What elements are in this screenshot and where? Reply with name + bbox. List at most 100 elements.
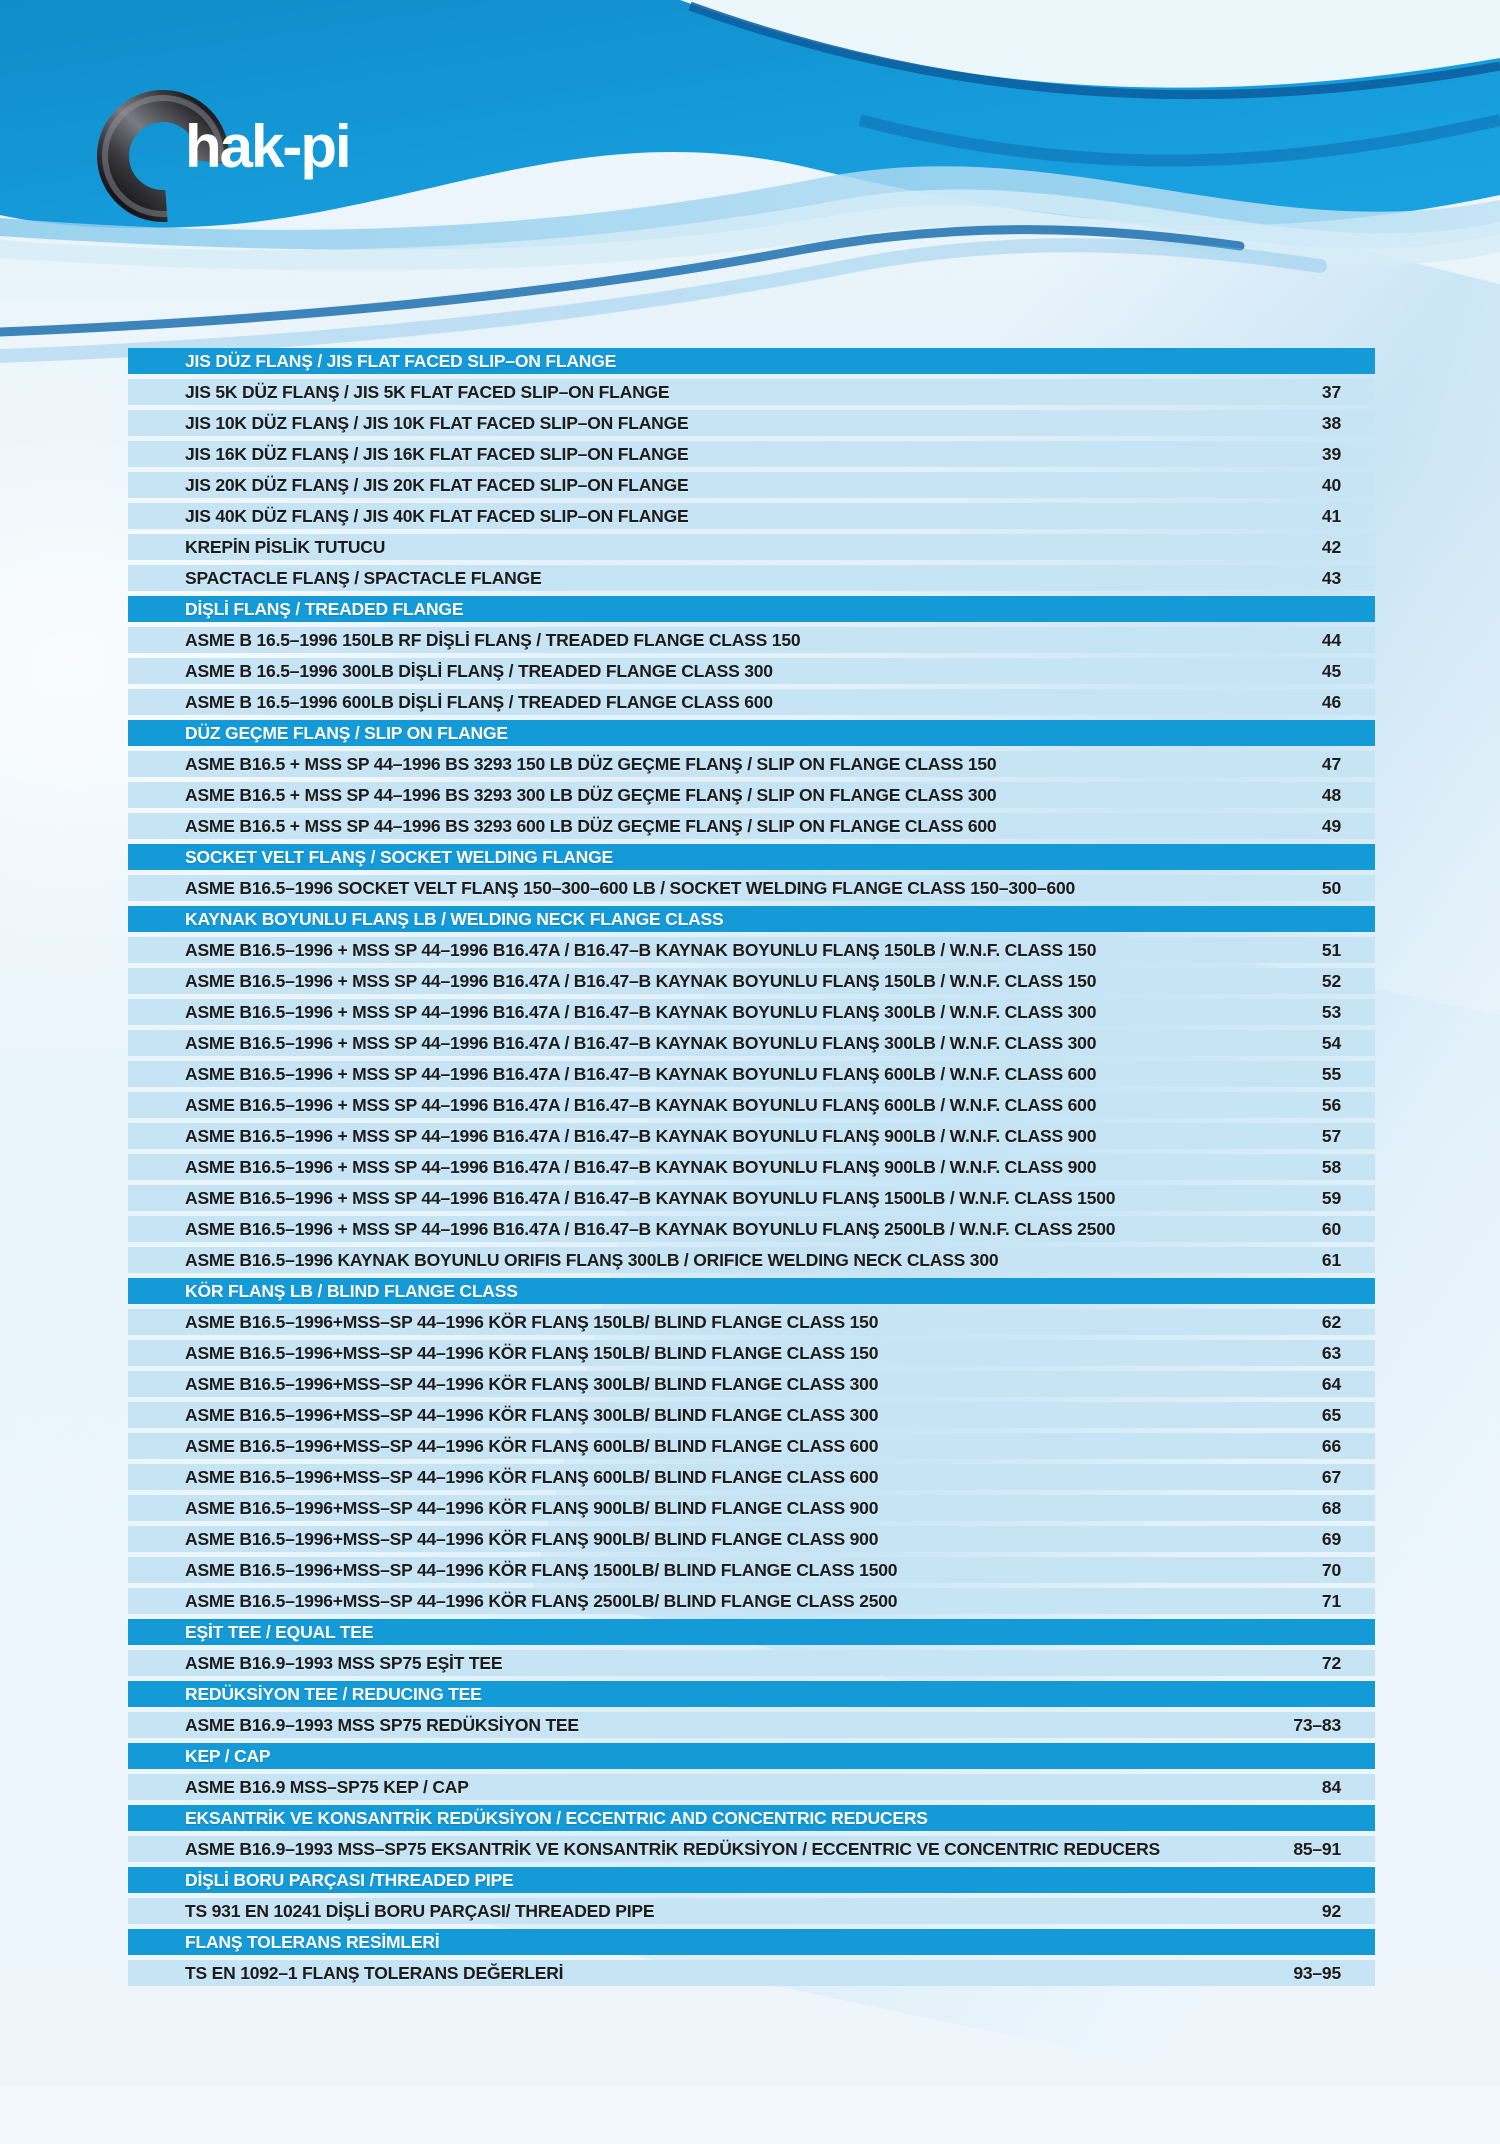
toc-item-row: ASME B16.5–1996 + MSS SP 44–1996 B16.47A…: [128, 999, 1375, 1025]
toc-item-row: ASME B16.5–1996 + MSS SP 44–1996 B16.47A…: [128, 1030, 1375, 1056]
toc-entry-label: ASME B16.5 + MSS SP 44–1996 BS 3293 150 …: [185, 754, 997, 774]
toc-entry-label: ASME B16.9–1993 MSS SP75 EŞİT TEE: [185, 1653, 503, 1673]
swoosh-thin-arc-soft: [0, 238, 1327, 363]
brand-name: hak-pi: [185, 113, 352, 180]
toc-item-row: JIS 5K DÜZ FLANŞ / JIS 5K FLAT FACED SLI…: [128, 379, 1375, 405]
toc-item-row: ASME B16.5–1996 + MSS SP 44–1996 B16.47A…: [128, 1185, 1375, 1211]
toc-entry-label: ASME B16.5–1996+MSS–SP 44–1996 KÖR FLANŞ…: [185, 1467, 879, 1487]
toc-page-number: 70: [1321, 1560, 1341, 1580]
toc-entry-label: JIS 5K DÜZ FLANŞ / JIS 5K FLAT FACED SLI…: [185, 382, 670, 402]
toc-page-number: 51: [1321, 940, 1341, 960]
toc-entry-label: DÜZ GEÇME FLANŞ / SLIP ON FLANGE: [185, 723, 508, 743]
toc-entry-label: JIS 16K DÜZ FLANŞ / JIS 16K FLAT FACED S…: [185, 444, 689, 464]
toc-page-number: 63: [1321, 1343, 1341, 1363]
toc-item-row: ASME B16.5–1996 KAYNAK BOYUNLU ORIFIS FL…: [128, 1247, 1375, 1273]
toc-item-row: ASME B16.9 MSS–SP75 KEP / CAP 84: [128, 1774, 1375, 1800]
toc-item-row: ASME B16.5–1996 + MSS SP 44–1996 B16.47A…: [128, 1061, 1375, 1087]
toc-item-row: ASME B16.5–1996+MSS–SP 44–1996 KÖR FLANŞ…: [128, 1433, 1375, 1459]
toc-entry-label: DİŞLİ BORU PARÇASI /THREADED PIPE: [185, 1870, 514, 1890]
toc-entry-label: ASME B 16.5–1996 600LB DİŞLİ FLANŞ / TRE…: [185, 692, 773, 712]
toc-entry-label: ASME B16.5–1996 SOCKET VELT FLANŞ 150–30…: [185, 878, 1076, 898]
toc-entry-label: TS EN 1092–1 FLANŞ TOLERANS DEĞERLERİ: [185, 1963, 564, 1983]
toc-entry-label: KEP / CAP: [185, 1746, 271, 1766]
toc-item-row: JIS 40K DÜZ FLANŞ / JIS 40K FLAT FACED S…: [128, 503, 1375, 529]
toc-page-number: 47: [1321, 754, 1341, 774]
toc-page-number: 41: [1321, 506, 1341, 526]
toc-page-number: 40: [1321, 475, 1341, 495]
toc-section-header: DÜZ GEÇME FLANŞ / SLIP ON FLANGE: [128, 720, 1375, 746]
toc-item-row: ASME B16.5 + MSS SP 44–1996 BS 3293 600 …: [128, 813, 1375, 839]
toc-item-row: ASME B16.5 + MSS SP 44–1996 BS 3293 300 …: [128, 782, 1375, 808]
toc-entry-label: ASME B16.5–1996+MSS–SP 44–1996 KÖR FLANŞ…: [185, 1312, 879, 1332]
toc-entry-label: ASME B16.5–1996 + MSS SP 44–1996 B16.47A…: [185, 1064, 1097, 1084]
toc-page-number: 59: [1321, 1188, 1341, 1208]
toc-entry-label: JIS 20K DÜZ FLANŞ / JIS 20K FLAT FACED S…: [185, 475, 689, 495]
toc-entry-label: ASME B16.5–1996 KAYNAK BOYUNLU ORIFIS FL…: [185, 1250, 999, 1270]
toc-entry-label: EKSANTRİK VE KONSANTRİK REDÜKSİYON / ECC…: [185, 1808, 928, 1828]
toc-section-header: SOCKET VELT FLANŞ / SOCKET WELDING FLANG…: [128, 844, 1375, 870]
toc-entry-label: JIS 10K DÜZ FLANŞ / JIS 10K FLAT FACED S…: [185, 413, 689, 433]
toc-page-number: 67: [1321, 1467, 1341, 1487]
toc-page-number: 69: [1321, 1529, 1341, 1549]
header-swoosh-banner: [0, 0, 1500, 363]
toc-page-number: 61: [1321, 1250, 1341, 1270]
toc-page-number: 53: [1321, 1002, 1341, 1022]
toc-section-header: EKSANTRİK VE KONSANTRİK REDÜKSİYON / ECC…: [128, 1805, 1375, 1831]
toc-page-number: 62: [1321, 1312, 1341, 1332]
toc-section-header: KÖR FLANŞ LB / BLIND FLANGE CLASS: [128, 1278, 1375, 1304]
swoosh-light-ribbon: [0, 166, 1500, 250]
toc-item-row: JIS 20K DÜZ FLANŞ / JIS 20K FLAT FACED S…: [128, 472, 1375, 498]
toc-page-number: 39: [1321, 444, 1341, 464]
toc-entry-label: SPACTACLE FLANŞ / SPACTACLE FLANGE: [185, 568, 542, 588]
toc-entry-label: JIS DÜZ FLANŞ / JIS FLAT FACED SLIP–ON F…: [185, 351, 617, 371]
swoosh-light-ribbon-2: [0, 189, 1500, 271]
toc-entry-label: ASME B16.9–1993 MSS–SP75 EKSANTRİK VE KO…: [185, 1839, 1161, 1859]
toc-entry-label: TS 931 EN 10241 DİŞLİ BORU PARÇASI/ THRE…: [185, 1901, 655, 1921]
toc-page-number: 93–95: [1293, 1963, 1341, 1983]
toc-page-number: 68: [1321, 1498, 1341, 1518]
toc-page-number: 43: [1321, 568, 1341, 588]
toc-entry-label: ASME B16.5–1996 + MSS SP 44–1996 B16.47A…: [185, 940, 1097, 960]
toc-entry-label: ASME B16.5 + MSS SP 44–1996 BS 3293 300 …: [185, 785, 997, 805]
toc-item-row: TS EN 1092–1 FLANŞ TOLERANS DEĞERLERİ 93–…: [128, 1960, 1375, 1986]
toc-page-number: 38: [1321, 413, 1341, 433]
toc-entry-label: ASME B16.9–1993 MSS SP75 REDÜKSİYON TEE: [185, 1715, 579, 1735]
toc-page-number: 57: [1321, 1126, 1341, 1146]
toc-item-row: KREPİN PİSLİK TUTUCU 42: [128, 534, 1375, 560]
toc-page-number: 45: [1321, 661, 1341, 681]
toc-item-row: SPACTACLE FLANŞ / SPACTACLE FLANGE 43: [128, 565, 1375, 591]
toc-page-number: 58: [1321, 1157, 1341, 1177]
swoosh-dark-ribbon: [688, 1, 1500, 100]
toc-item-row: JIS 10K DÜZ FLANŞ / JIS 10K FLAT FACED S…: [128, 410, 1375, 436]
toc-page-number: 48: [1321, 785, 1341, 805]
toc-section-header: EŞİT TEE / EQUAL TEE: [128, 1619, 1375, 1645]
toc-item-row: ASME B16.5–1996+MSS–SP 44–1996 KÖR FLANŞ…: [128, 1557, 1375, 1583]
toc-page-number: 92: [1321, 1901, 1341, 1921]
toc-entry-label: JIS 40K DÜZ FLANŞ / JIS 40K FLAT FACED S…: [185, 506, 689, 526]
toc-item-row: ASME B16.5–1996 SOCKET VELT FLANŞ 150–30…: [128, 875, 1375, 901]
toc-page-number: 72: [1321, 1653, 1341, 1673]
toc-section-header: DİŞLİ BORU PARÇASI /THREADED PIPE: [128, 1867, 1375, 1893]
toc-entry-label: ASME B16.5–1996 + MSS SP 44–1996 B16.47A…: [185, 1095, 1097, 1115]
toc-page-number: 55: [1321, 1064, 1341, 1084]
toc-entry-label: ASME B16.5–1996+MSS–SP 44–1996 KÖR FLANŞ…: [185, 1436, 879, 1456]
toc-entry-label: ASME B16.5–1996 + MSS SP 44–1996 B16.47A…: [185, 1033, 1097, 1053]
toc-entry-label: ASME B16.5–1996+MSS–SP 44–1996 KÖR FLANŞ…: [185, 1374, 879, 1394]
toc-entry-label: KÖR FLANŞ LB / BLIND FLANGE CLASS: [185, 1281, 518, 1301]
toc-entry-label: ASME B16.5–1996+MSS–SP 44–1996 KÖR FLANŞ…: [185, 1498, 879, 1518]
toc-item-row: ASME B 16.5–1996 150LB RF DİŞLİ FLANŞ / …: [128, 627, 1375, 653]
toc-item-row: ASME B16.9–1993 MSS SP75 REDÜKSİYON TEE 7…: [128, 1712, 1375, 1738]
toc-entry-label: ASME B16.5–1996 + MSS SP 44–1996 B16.47A…: [185, 1126, 1097, 1146]
toc-page-number: 65: [1321, 1405, 1341, 1425]
toc-item-row: ASME B16.5–1996+MSS–SP 44–1996 KÖR FLANŞ…: [128, 1495, 1375, 1521]
toc-item-row: ASME B16.9–1993 MSS SP75 EŞİT TEE 72: [128, 1650, 1375, 1676]
toc-section-header: DİŞLİ FLANŞ / TREADED FLANGE: [128, 596, 1375, 622]
toc-item-row: ASME B16.5–1996 + MSS SP 44–1996 B16.47A…: [128, 1123, 1375, 1149]
toc-page-number: 60: [1321, 1219, 1341, 1239]
toc-entry-label: ASME B16.5–1996 + MSS SP 44–1996 B16.47A…: [185, 971, 1097, 991]
toc-entry-label: ASME B16.5–1996 + MSS SP 44–1996 B16.47A…: [185, 1188, 1116, 1208]
toc-item-row: ASME B 16.5–1996 600LB DİŞLİ FLANŞ / TRE…: [128, 689, 1375, 715]
toc-section-header: JIS DÜZ FLANŞ / JIS FLAT FACED SLIP–ON F…: [128, 348, 1375, 374]
toc-page-number: 54: [1321, 1033, 1341, 1053]
